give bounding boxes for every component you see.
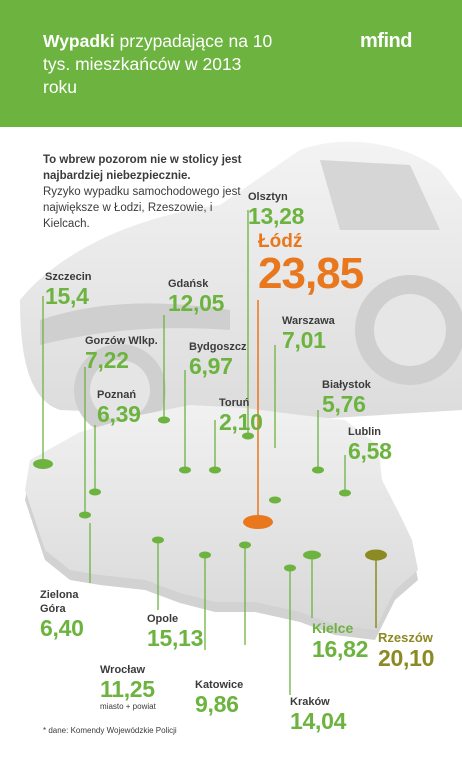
city-name: Kielce	[312, 620, 354, 636]
city-name: Rzeszów	[378, 630, 433, 645]
city-value: 6,39	[97, 401, 141, 427]
city-bialystok: Białystok 5,76	[322, 378, 371, 416]
city-value: 13,28	[248, 203, 305, 229]
city-value: 2,10	[219, 409, 263, 435]
city-name: Toruń	[219, 397, 250, 409]
city-name: Zielona Góra	[40, 589, 79, 615]
city-value: 6,97	[189, 353, 233, 379]
city-name: Katowice	[195, 679, 244, 691]
city-name: Bydgoszcz	[189, 341, 247, 353]
city-value: 5,76	[322, 391, 366, 417]
city-value: 6,40	[40, 615, 84, 641]
intro-body: Ryzyko wypadku samochodowego jest najwię…	[43, 186, 241, 230]
city-value: 12,05	[168, 290, 225, 316]
car-silhouette	[20, 141, 462, 436]
city-name: Lublin	[348, 426, 381, 438]
city-note: miasto + powiat	[100, 702, 156, 711]
city-poznan: Poznań 6,39	[97, 388, 141, 426]
city-lodz: Łódź 23,85	[258, 231, 364, 298]
city-value: 14,04	[290, 708, 347, 734]
city-value: 7,01	[282, 327, 326, 353]
city-value: 6,58	[348, 438, 392, 464]
city-rzeszow: Rzeszów 20,10	[378, 630, 434, 670]
city-lublin: Lublin 6,58	[348, 425, 392, 463]
city-name: Szczecin	[45, 271, 92, 283]
city-value: 9,86	[195, 691, 239, 717]
city-gorzow: Gorzów Wlkp. 7,22	[85, 334, 158, 372]
city-name: Kraków	[290, 696, 330, 708]
source-footnote: * dane: Komendy Wojewódzkie Policji	[43, 726, 177, 735]
pointer-lines-special	[257, 300, 377, 628]
city-gdansk: Gdańsk 12,05	[168, 277, 224, 315]
city-value: 16,82	[312, 636, 369, 662]
city-value: 7,22	[85, 347, 129, 373]
city-zielona-gora: Zielona Góra 6,40	[40, 588, 100, 640]
city-value: 23,85	[258, 249, 364, 298]
title-rest: przypadające na 10 tys. mieszkańców w 20…	[43, 31, 273, 97]
city-name: Olsztyn	[248, 191, 288, 203]
city-value: 20,10	[378, 645, 435, 671]
city-name: Gdańsk	[168, 278, 209, 290]
city-name: Gorzów Wlkp.	[85, 335, 158, 347]
city-bydgoszcz: Bydgoszcz 6,97	[189, 340, 246, 378]
city-olsztyn: Olsztyn 13,28	[248, 190, 304, 228]
city-value: 11,25	[100, 676, 155, 702]
city-opole: Opole 15,13	[147, 612, 203, 650]
page-title: Wypadki przypadające na 10 tys. mieszkań…	[43, 30, 273, 99]
city-name: Białystok	[322, 379, 371, 391]
brand-logo: mfind	[360, 30, 412, 52]
city-name: Opole	[147, 613, 179, 625]
city-value: 15,13	[147, 625, 204, 651]
city-name: Poznań	[97, 389, 137, 401]
intro-text: To wbrew pozorom nie w stolicy jest najb…	[43, 152, 253, 232]
title-bold: Wypadki	[43, 31, 115, 51]
city-katowice: Katowice 9,86	[195, 678, 243, 716]
city-kielce: Kielce 16,82	[312, 620, 368, 661]
city-name: Łódź	[258, 231, 303, 252]
city-torun: Toruń 2,10	[219, 396, 263, 434]
pointer-lines	[42, 210, 346, 695]
city-value: 15,4	[45, 283, 89, 309]
city-szczecin: Szczecin 15,4	[45, 270, 91, 308]
city-warszawa: Warszawa 7,01	[282, 314, 335, 352]
city-krakow: Kraków 14,04	[290, 695, 346, 733]
city-name: Warszawa	[282, 315, 335, 327]
city-markers	[33, 416, 387, 572]
map-illustration	[20, 141, 462, 695]
header-banner	[0, 0, 462, 127]
city-wroclaw: Wrocław 11,25 miasto + powiat	[100, 663, 156, 712]
city-name: Wrocław	[100, 664, 146, 676]
intro-lead: To wbrew pozorom nie w stolicy jest najb…	[43, 154, 242, 182]
